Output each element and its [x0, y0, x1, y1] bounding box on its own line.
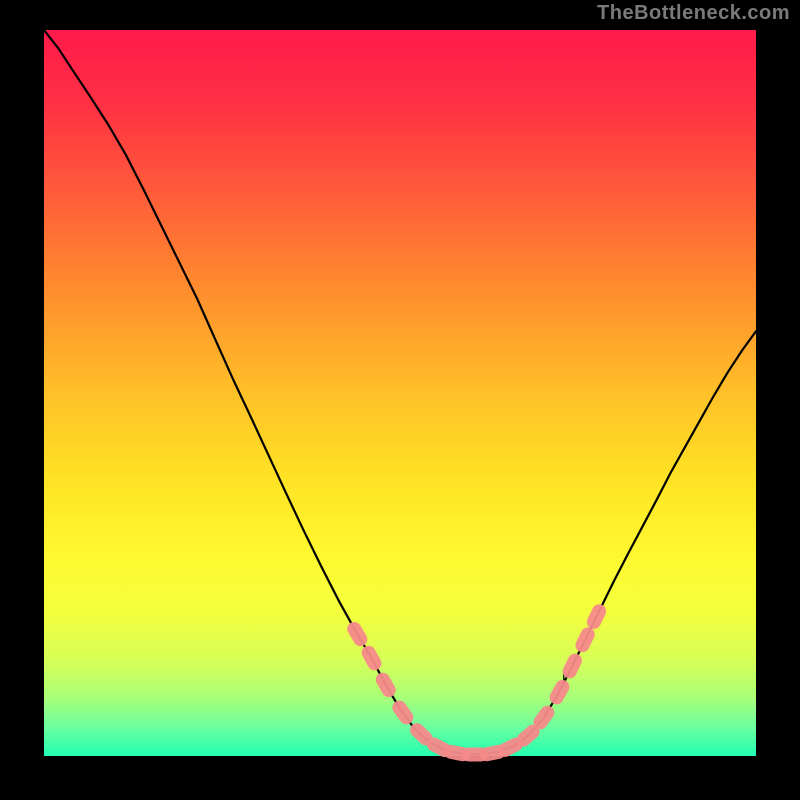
chart-svg — [0, 0, 800, 800]
gradient-background — [44, 30, 756, 756]
chart-stage: TheBottleneck.com — [0, 0, 800, 800]
watermark-label: TheBottleneck.com — [597, 2, 790, 25]
